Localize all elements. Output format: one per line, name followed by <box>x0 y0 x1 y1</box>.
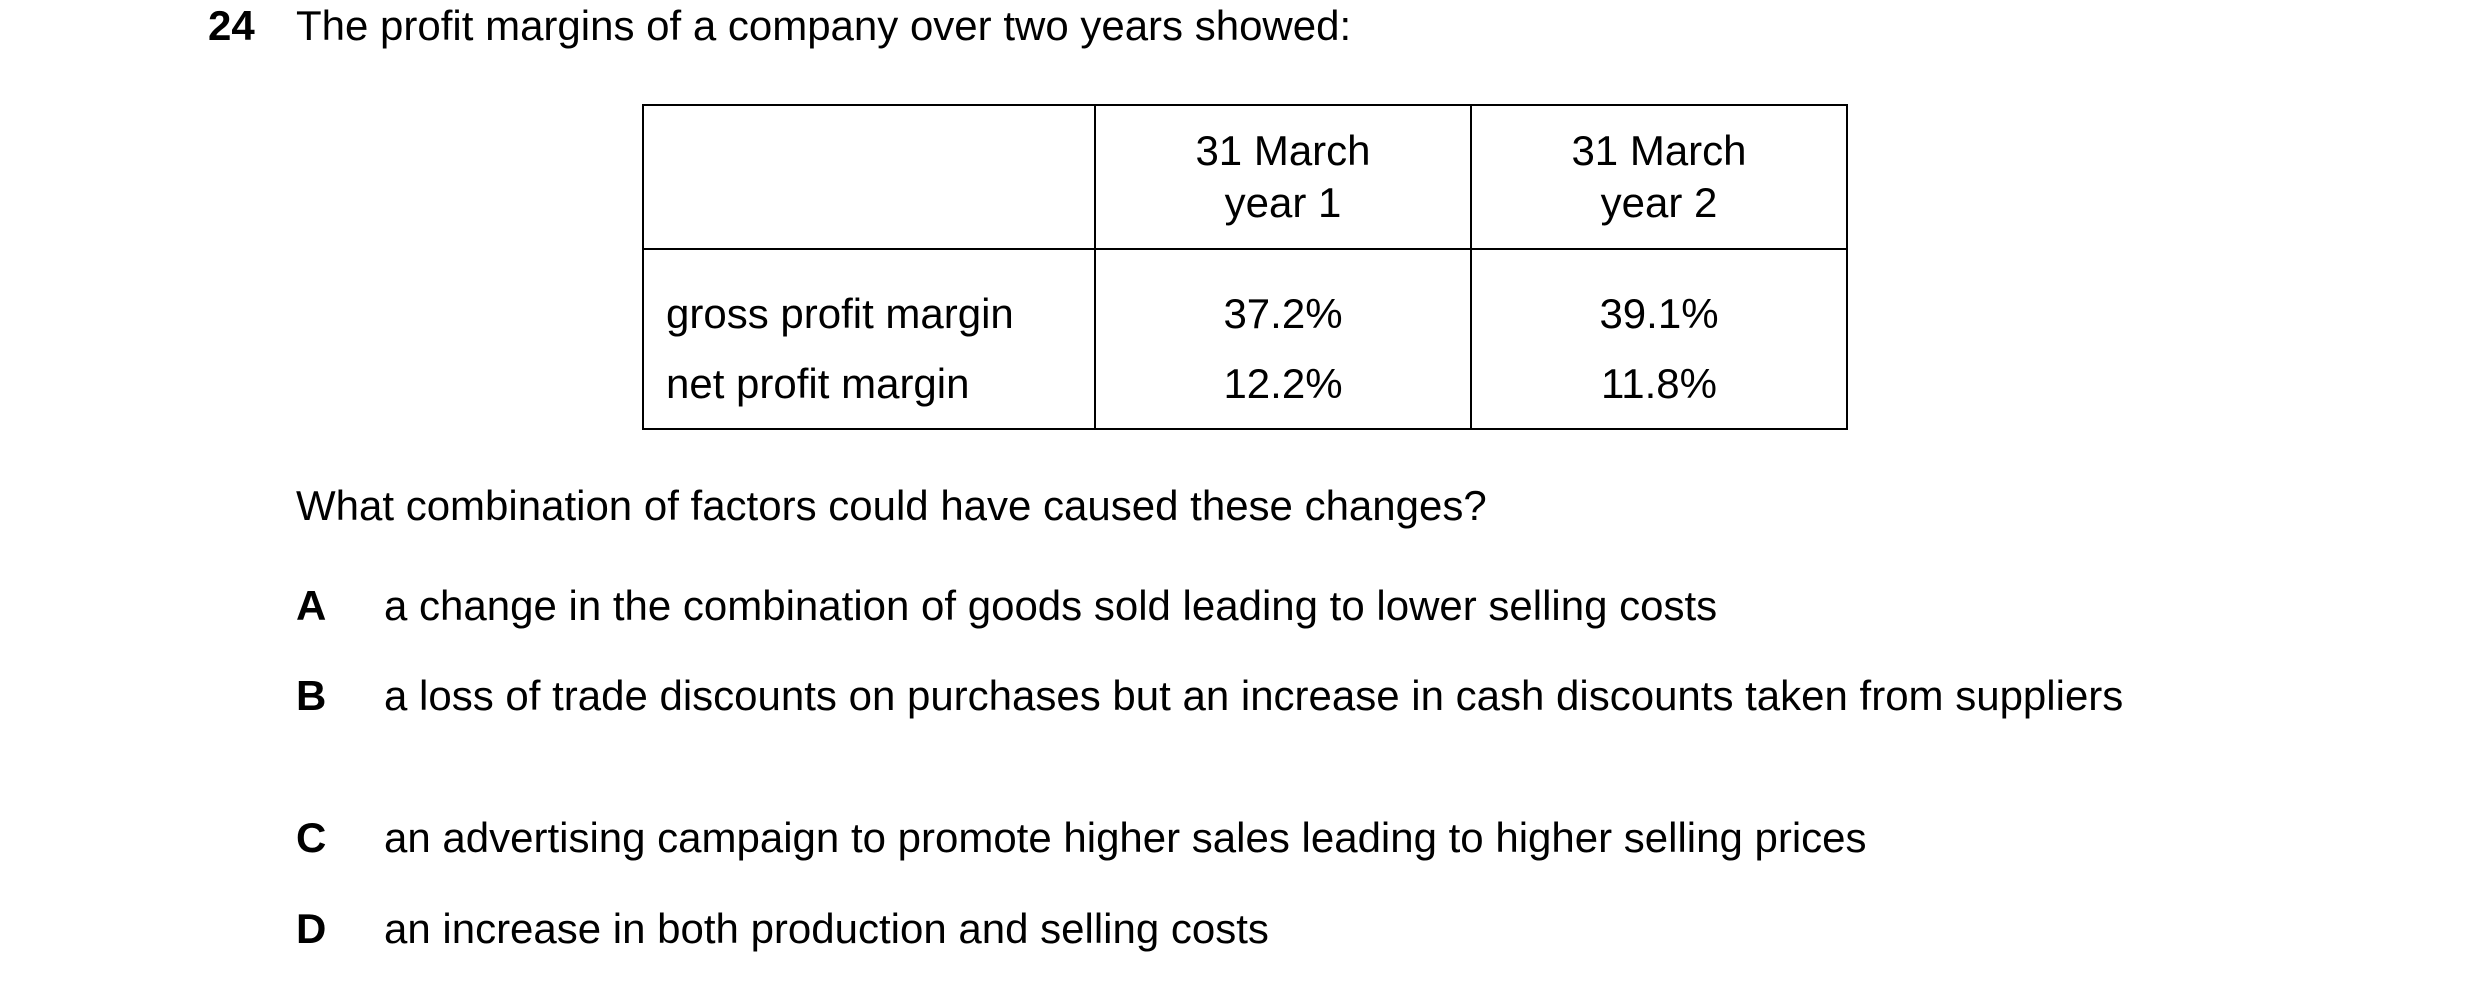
question-number: 24 <box>208 2 255 49</box>
option-a-text: a change in the combination of goods sol… <box>384 582 1718 629</box>
option-c-letter: C <box>296 814 327 861</box>
question-stem: The profit margins of a company over two… <box>296 2 1352 49</box>
year1-date: 31 March <box>1195 127 1371 174</box>
option-b-text: a loss of trade discounts on purchases b… <box>384 672 2124 719</box>
question-prompt: What combination of factors could have c… <box>296 482 1487 529</box>
table-header-row: 31 March year 1 31 March year 2 <box>642 104 1848 250</box>
table-header-year2: 31 March year 2 <box>1470 104 1848 250</box>
year2-label: year 2 <box>1600 179 1718 226</box>
gross-margin-year1: 37.2% <box>1094 249 1472 340</box>
row-label-net: net profit margin <box>642 340 1096 430</box>
net-margin-year2: 11.8% <box>1470 340 1848 430</box>
option-d-letter: D <box>296 905 327 952</box>
gross-margin-year2: 39.1% <box>1470 249 1848 340</box>
option-d-text: an increase in both production and selli… <box>384 905 1269 952</box>
table-row: net profit margin 12.2% 11.8% <box>642 340 1848 430</box>
profit-margins-table: 31 March year 1 31 March year 2 gross pr… <box>642 104 1848 430</box>
option-b-letter: B <box>296 672 327 719</box>
net-margin-year1: 12.2% <box>1094 340 1472 430</box>
table-header-year1: 31 March year 1 <box>1094 104 1472 250</box>
row-label-gross: gross profit margin <box>642 249 1096 340</box>
year2-date: 31 March <box>1571 127 1747 174</box>
table-header-blank <box>642 104 1096 250</box>
option-a-letter: A <box>296 582 327 629</box>
table-row: gross profit margin 37.2% 39.1% <box>642 249 1848 340</box>
year1-label: year 1 <box>1224 179 1342 226</box>
option-c-text: an advertising campaign to promote highe… <box>384 814 1867 861</box>
